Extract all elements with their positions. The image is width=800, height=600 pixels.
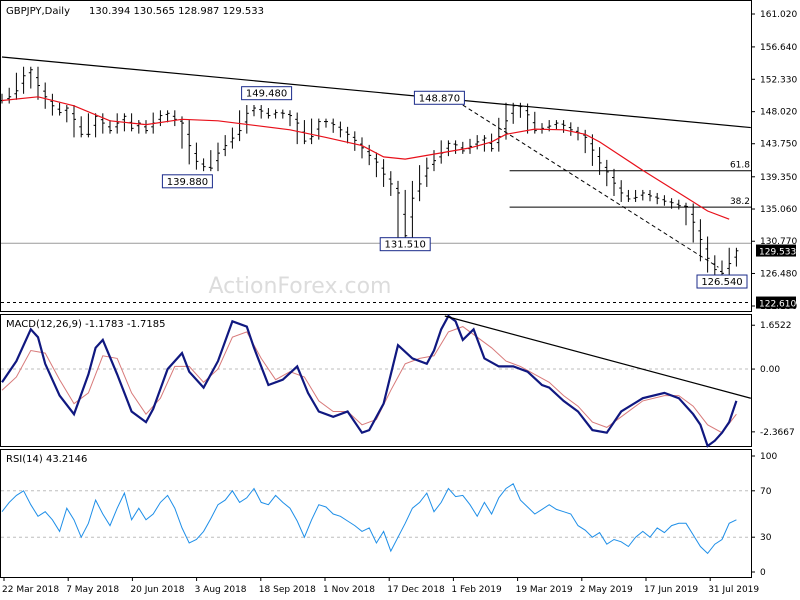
rsi-title: RSI(14) 43.2146 [6, 454, 87, 465]
x-axis-label: 31 Jul 2019 [708, 585, 759, 595]
last-price-label: 129.533 [759, 248, 796, 258]
symbol-label: GBPJPY,Daily [6, 6, 70, 17]
level-label: 122.610 [759, 300, 796, 310]
rsi-y-tick-label: 70 [760, 487, 772, 497]
price-annotation-box [379, 237, 431, 252]
fib-level-label: 61.8 [730, 161, 750, 171]
price-y-tick-label: 139.350 [760, 173, 797, 183]
rsi-line [1, 483, 737, 555]
fib-level-label: 38.2 [730, 197, 750, 207]
rsi-y-tick-label: 100 [760, 452, 777, 462]
rsi-y-tick-label: 30 [760, 533, 772, 543]
price-annotation-label: 126.540 [701, 277, 742, 288]
macd-line [1, 314, 738, 448]
price-panel-frame [0, 0, 752, 312]
sma-line [1, 96, 730, 220]
macd-y-tick-label: 0.00 [760, 365, 780, 375]
x-axis-label: 19 Mar 2019 [516, 585, 573, 595]
rsi-y-tick-label: 0 [760, 568, 766, 578]
rsi-panel-frame [0, 449, 752, 578]
price-y-tick-label: 148.020 [760, 108, 797, 118]
price-y-tick-label: 161.020 [760, 10, 797, 20]
rsi-layer [1, 483, 751, 555]
x-axis-label: 17 Dec 2018 [387, 585, 445, 595]
x-axis-label: 3 Aug 2018 [195, 585, 247, 595]
price-annotation-label: 131.510 [385, 240, 426, 251]
price-annotation-box [413, 90, 465, 105]
price-annotation-box [696, 274, 748, 289]
macd-y-tick-label: 1.6522 [760, 321, 792, 331]
price-y-tick-label: 156.640 [760, 43, 797, 53]
macd-trendline [444, 315, 751, 399]
price-y-tick-label: 130.770 [760, 237, 797, 247]
x-axis-label: 17 Jun 2019 [644, 585, 698, 595]
watermark: ActionForex.com [209, 274, 392, 299]
ohlc-values: 130.394 130.565 128.987 129.533 [89, 6, 264, 17]
axis-layer: 161.020 156.640 152.330 148.020 143.750 139.3… [2, 10, 797, 595]
dashed-trendline [462, 104, 719, 268]
macd-layer [1, 314, 751, 448]
macd-y-tick-label: -2.3667 [760, 428, 795, 438]
x-axis-label: 2 May 2019 [580, 585, 633, 595]
last-price-tag [756, 244, 796, 257]
x-axis-label: 1 Nov 2018 [323, 585, 375, 595]
price-annotation-box [241, 86, 293, 101]
price-layer: 61.8 38.2 149.480 139.880 131.510 148.870 126.… [0, 56, 751, 304]
x-axis-label: 1 Feb 2019 [451, 585, 502, 595]
price-y-tick-label: 126.480 [760, 269, 797, 279]
macd-title: MACD(12,26,9) -1.1783 -1.7185 [6, 319, 166, 330]
x-axis-label: 18 Sep 2018 [259, 585, 316, 595]
price-y-tick-label: 143.750 [760, 140, 797, 150]
price-y-tick-label: 135.060 [760, 205, 797, 215]
long-trendline [1, 56, 751, 129]
price-annotation-box [161, 174, 213, 189]
level-tag [756, 296, 796, 309]
price-y-tick-label: 152.330 [760, 75, 797, 85]
price-annotation-label: 149.480 [246, 89, 287, 100]
macd-panel-frame [0, 314, 752, 447]
x-axis-label: 22 Mar 2018 [2, 585, 59, 595]
x-axis-label: 20 Jun 2018 [130, 585, 184, 595]
macd-signal-line [1, 326, 737, 434]
x-axis-label: 7 May 2018 [66, 585, 119, 595]
price-annotation-label: 148.870 [419, 93, 460, 104]
panel-frames [0, 0, 752, 578]
price-annotation-label: 139.880 [167, 177, 208, 188]
